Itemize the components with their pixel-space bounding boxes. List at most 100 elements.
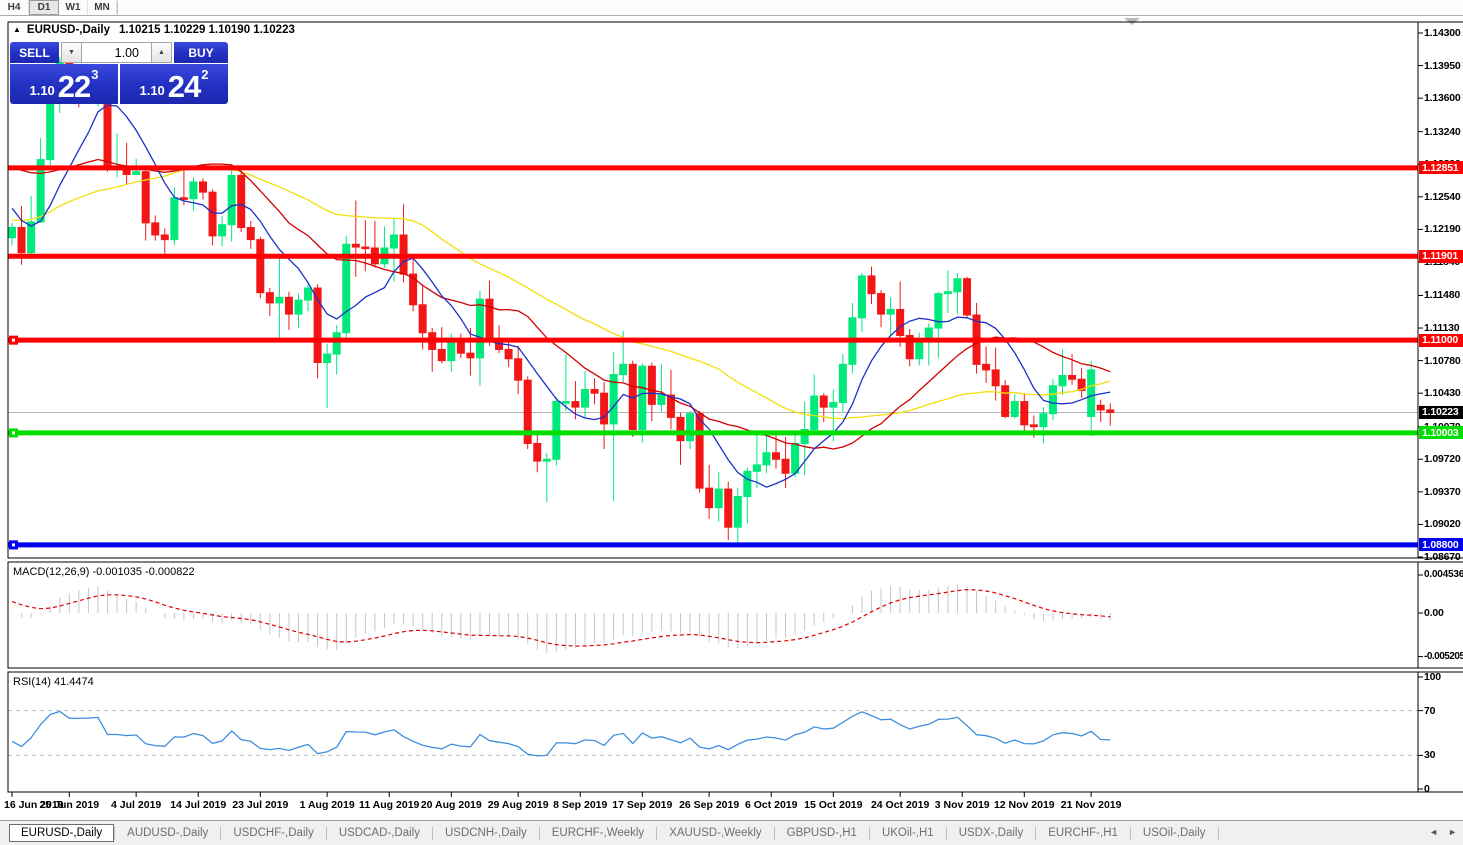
candle (542, 458, 551, 462)
toolbar-separator (117, 1, 118, 14)
sell-button[interactable]: SELL (10, 42, 59, 63)
macd-label: MACD(12,26,9) -0.001035 -0.000822 (13, 566, 195, 578)
volume-increase-button[interactable]: ▲ (151, 42, 172, 63)
level-price-chip: 1.11000 (1419, 333, 1463, 347)
symbol-tab-ukoil-h1[interactable]: UKOil-,H1 (881, 827, 934, 839)
symbol-tab-usdcnh-daily[interactable]: USDCNH-,Daily (444, 827, 527, 839)
candle (342, 243, 351, 334)
candle (657, 394, 666, 405)
candle (514, 358, 523, 381)
symbol-tab-eurusd-daily[interactable]: EURUSD-,Daily (9, 824, 115, 842)
candle (1087, 369, 1096, 417)
one-click-trade-panel: SELL ▼ ▲ BUY 1.10 22 3 1.10 24 2 (10, 42, 228, 104)
candle (571, 401, 580, 408)
symbol-tab-usdchf-daily[interactable]: USDCHF-,Daily (233, 827, 314, 839)
candle (1096, 404, 1105, 411)
level-price-chip: 1.10003 (1419, 426, 1463, 440)
symbol-tab-eurchf-h1[interactable]: EURCHF-,H1 (1048, 827, 1118, 839)
date-axis-label: 1 Aug 2019 (299, 799, 355, 811)
sell-price-prefix: 1.10 (29, 83, 55, 98)
date-axis-label: 3 Nov 2019 (934, 799, 990, 811)
tab-separator (656, 826, 658, 840)
candle (590, 388, 599, 394)
price-axis-tick: 1.13600 (1424, 92, 1461, 105)
date-axis-label: 15 Oct 2019 (804, 799, 863, 811)
price-axis-tick: 1.13950 (1424, 59, 1461, 72)
timeframe-toolbar: H4 D1 W1 MN (0, 0, 1463, 16)
symbol-tab-audusd-daily[interactable]: AUDUSD-,Daily (127, 827, 209, 839)
price-axis-tick: 1.10430 (1424, 387, 1461, 400)
symbol-tab-gbpusd-h1[interactable]: GBPUSD-,H1 (786, 827, 857, 839)
candle (724, 488, 733, 528)
symbol-tab-xauusd-weekly[interactable]: XAUUSD-,Weekly (669, 827, 762, 839)
timeframe-button-d1[interactable]: D1 (29, 0, 59, 15)
chart-collapse-icon[interactable]: ▲ (13, 24, 21, 34)
buy-price-tile[interactable]: 1.10 24 2 (120, 64, 228, 104)
volume-input[interactable] (82, 42, 151, 63)
candle (304, 287, 313, 301)
rsi-axis-tick: 100 (1424, 671, 1441, 683)
candle (963, 278, 971, 316)
candle (284, 296, 293, 315)
price-axis-tick: 1.11480 (1424, 289, 1460, 302)
price-axis-tick: 1.10780 (1424, 354, 1461, 367)
candle (275, 296, 284, 304)
candle (132, 171, 141, 175)
timeframe-button-h4[interactable]: H4 (0, 0, 29, 15)
candle (189, 181, 198, 200)
level-price-chip: 1.08800 (1419, 538, 1463, 552)
symbol-tab-usdx-daily[interactable]: USDX-,Daily (958, 827, 1024, 839)
tab-separator (868, 826, 870, 840)
candle (561, 401, 570, 404)
candle (208, 191, 217, 237)
symbol-tab-usdcad-daily[interactable]: USDCAD-,Daily (338, 827, 420, 839)
candle (638, 365, 647, 430)
macd-axis-tick: -0.005205 (1424, 650, 1463, 662)
candle (361, 246, 370, 250)
buy-button[interactable]: BUY (174, 42, 228, 63)
tabs-scroll-left-icon[interactable]: ◄ (1429, 827, 1439, 837)
candle (743, 470, 752, 498)
candle (867, 275, 876, 295)
tab-separator (114, 826, 116, 840)
date-axis-label: 6 Oct 2019 (744, 799, 798, 811)
candle (619, 363, 628, 376)
candle (982, 363, 991, 371)
sell-price-tile[interactable]: 1.10 22 3 (10, 64, 118, 104)
macd-axis-tick: 0.00 (1424, 607, 1444, 619)
date-axis-label: 26 Sep 2019 (679, 799, 740, 811)
volume-decrease-button[interactable]: ▼ (61, 42, 82, 63)
rsi-axis-tick: 70 (1424, 704, 1436, 717)
candle (686, 413, 695, 442)
candle (418, 304, 427, 334)
candle (170, 197, 179, 241)
price-axis-tick: 1.11130 (1424, 322, 1460, 335)
candle (1001, 385, 1010, 417)
buy-price-big: 24 (167, 69, 201, 104)
candle (179, 197, 188, 200)
candle (1077, 378, 1086, 391)
timeframe-button-mn[interactable]: MN (88, 0, 117, 15)
symbol-tab-usoil-daily[interactable]: USOil-,Daily (1142, 827, 1206, 839)
level-price-chip: 1.11901 (1419, 249, 1463, 263)
date-axis-label: 20 Aug 2019 (420, 799, 482, 811)
candle (896, 308, 905, 336)
candle (647, 365, 656, 405)
candle (666, 394, 675, 418)
candle (552, 401, 561, 460)
macd-signal-line (11, 588, 1111, 647)
symbol-tab-eurchf-weekly[interactable]: EURCHF-,Weekly (551, 827, 645, 839)
candle (351, 243, 360, 248)
tab-separator (538, 826, 540, 840)
buy-price-prefix: 1.10 (139, 83, 165, 98)
date-axis-label: 23 Jul 2019 (232, 799, 289, 811)
candle (915, 340, 924, 360)
date-axis-label: 8 Sep 2019 (553, 799, 608, 811)
price-axis-tick: 1.13240 (1424, 125, 1461, 138)
candle (934, 293, 943, 329)
tabs-scroll-right-icon[interactable]: ► (1448, 827, 1457, 837)
candle (475, 298, 484, 359)
timeframe-button-w1[interactable]: W1 (59, 0, 88, 15)
price-axis-tick: 1.14300 (1424, 27, 1461, 39)
